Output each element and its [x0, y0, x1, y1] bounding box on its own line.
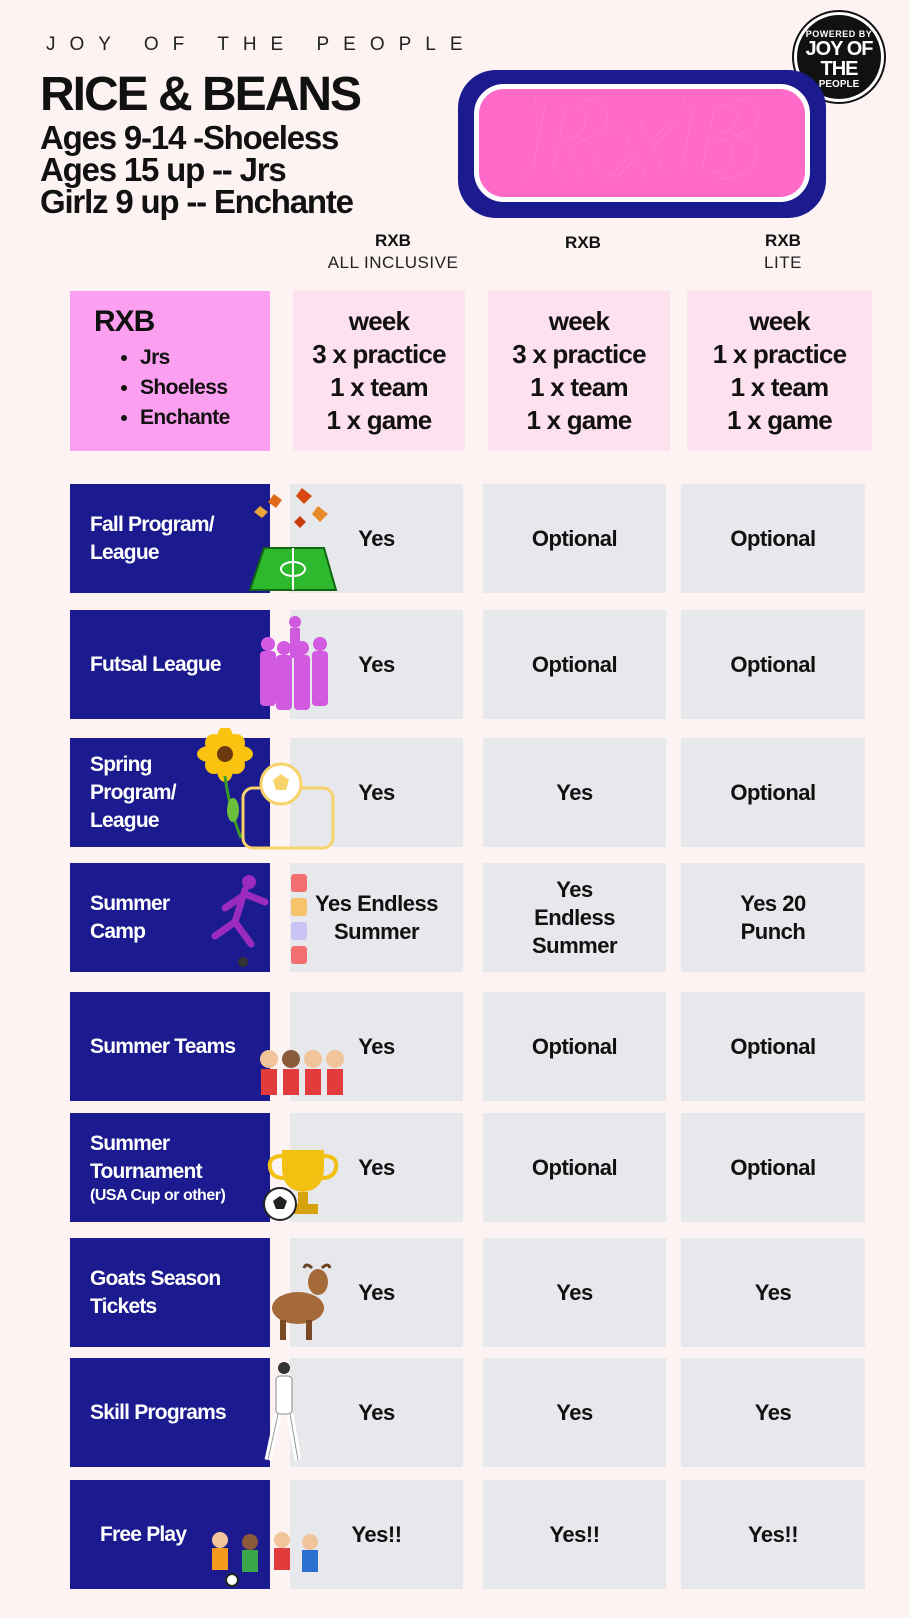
kids-playing-icon	[212, 1532, 318, 1587]
plan-line: 1 x team	[530, 372, 628, 402]
row-label-text: Free Play	[100, 1522, 187, 1546]
column-sub: LITE	[764, 253, 802, 272]
tier-groups-box: RXB Jrs Shoeless Enchante	[70, 291, 270, 451]
cell-spring-rxb: Yes	[483, 738, 666, 847]
cell-skill-all-inclusive: Yes	[290, 1358, 463, 1467]
soccer-player-camp-icon	[211, 874, 307, 967]
row-label-text: Futsal League	[90, 652, 222, 676]
plan-line: 1 x game	[526, 405, 633, 435]
column-name: RXB	[765, 231, 801, 250]
row-label-summer-teams: Summer Teams	[70, 992, 270, 1101]
column-name: RXB	[565, 233, 601, 252]
column-header-lite: RXB LITE	[693, 230, 873, 274]
age-line-3: Girlz 9 up -- Enchante	[40, 183, 354, 220]
column-name: RXB	[375, 231, 411, 250]
badge-top-text: POWERED BY	[805, 29, 873, 39]
cell-skill-rxb: Yes	[483, 1358, 666, 1467]
badge-bottom-text: PEOPLE	[818, 79, 860, 90]
soccer-field-leaves-icon	[248, 488, 338, 591]
cell-free-all-inclusive: Yes!!	[290, 1480, 463, 1589]
row-label-free-play: Free Play	[70, 1480, 270, 1589]
cell-teams-lite: Optional	[681, 992, 865, 1101]
plan-all-inclusive: week 3 x practice 1 x team 1 x game	[293, 291, 465, 451]
cell-tournament-rxb: Optional	[483, 1113, 666, 1222]
column-sub: ALL INCLUSIVE	[327, 253, 459, 272]
plan-line: 1 x game	[727, 405, 833, 435]
plan-line: week	[749, 306, 810, 336]
cell-skill-lite: Yes	[681, 1358, 865, 1467]
cell-fall-lite: Optional	[681, 484, 865, 593]
cell-spring-all-inclusive: Yes	[290, 738, 463, 847]
plan-line: 1 x team	[730, 372, 829, 402]
group-item: Jrs	[140, 343, 270, 373]
goat-icon	[272, 1263, 332, 1340]
cell-fall-rxb: Optional	[483, 484, 666, 593]
kicker: JOY OF THE PEOPLE	[46, 34, 477, 55]
row-label-text: Spring Program/ League	[90, 752, 177, 832]
cell-teams-rxb: Optional	[483, 992, 666, 1101]
row-label-note: (USA Cup or other)	[90, 1186, 226, 1204]
page-title: RICE & BEANS	[40, 68, 362, 121]
age-line-1: Ages 9-14 -Shoeless	[40, 119, 339, 156]
flower-ball-icon	[197, 728, 335, 850]
row-label-goats: Goats Season Tickets	[70, 1238, 270, 1347]
cell-tournament-lite: Optional	[681, 1113, 865, 1222]
age-line-2: Ages 15 up -- Jrs	[40, 151, 287, 188]
team-celebration-icon	[260, 616, 328, 710]
plan-line: 1 x team	[330, 372, 428, 402]
plan-line: 3 x practice	[512, 339, 646, 369]
badge-main-text: JOY OF THE	[805, 38, 874, 80]
plan-line: 1 x practice	[712, 339, 847, 369]
tier-title: RXB	[94, 305, 155, 338]
plan-line: 1 x game	[326, 405, 433, 435]
cell-free-lite: Yes!!	[681, 1480, 865, 1589]
cell-goats-lite: Yes	[681, 1238, 865, 1347]
row-label-text: Goats Season Tickets	[90, 1266, 221, 1318]
column-header-rxb: RXB	[493, 232, 673, 254]
row-label-futsal: Futsal League	[70, 610, 270, 719]
row-label-text: Skill Programs	[90, 1400, 227, 1424]
row-label-text: Fall Program/ League	[90, 512, 215, 564]
cell-camp-lite: Yes 20 Punch	[681, 863, 865, 972]
cell-futsal-lite: Optional	[681, 610, 865, 719]
cell-camp-rxb: Yes Endless Summer	[483, 863, 666, 972]
cell-camp-all-inclusive: Yes Endless Summer	[290, 863, 463, 972]
group-list: Jrs Shoeless Enchante	[140, 343, 270, 433]
row-label-text: Summer Tournament	[90, 1131, 203, 1183]
rxb-logo-fill	[474, 84, 810, 202]
plan-line: week	[548, 306, 610, 336]
row-label-text: Summer Teams	[90, 1034, 236, 1058]
plan-lite: week 1 x practice 1 x team 1 x game	[687, 291, 872, 451]
plan-line: week	[348, 306, 410, 336]
soccer-star-icon	[264, 1362, 302, 1461]
group-item: Shoeless	[140, 373, 270, 403]
group-item: Enchante	[140, 403, 270, 433]
kids-team-icon	[260, 1050, 344, 1095]
cell-goats-rxb: Yes	[483, 1238, 666, 1347]
cell-spring-lite: Optional	[681, 738, 865, 847]
row-label-summer-tournament: Summer Tournament (USA Cup or other)	[70, 1113, 270, 1222]
cell-free-rxb: Yes!!	[483, 1480, 666, 1589]
trophy-ball-icon	[263, 1150, 339, 1221]
rxb-logo-text: RxB	[523, 76, 765, 205]
cell-futsal-rxb: Optional	[483, 610, 666, 719]
column-header-all-inclusive: RXB ALL INCLUSIVE	[303, 230, 483, 274]
row-label-text: Summer Camp	[90, 891, 170, 943]
row-label-fall: Fall Program/ League	[70, 484, 270, 593]
plan-rxb: week 3 x practice 1 x team 1 x game	[488, 291, 670, 451]
row-label-skill: Skill Programs	[70, 1358, 270, 1467]
plan-line: 3 x practice	[312, 339, 446, 369]
